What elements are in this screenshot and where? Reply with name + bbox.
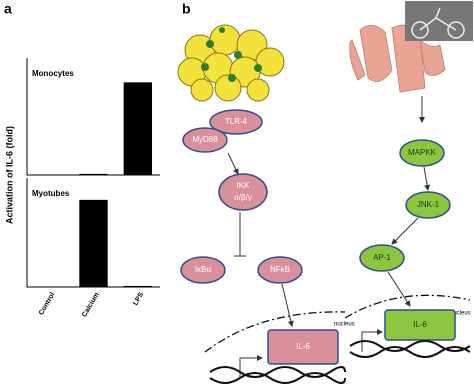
node-label: NFκB [270, 265, 290, 274]
gene-label: IL-6 [413, 320, 427, 329]
gene-box [384, 309, 456, 341]
cyclist [411, 7, 465, 39]
gene-label: IL-6 [296, 342, 310, 351]
chart-title: Monocytes [32, 69, 74, 78]
dna [349, 340, 471, 358]
node [359, 244, 405, 272]
promoter-arrow [361, 329, 383, 352]
node-label: MAPKK [408, 148, 437, 157]
x-tick-label: Control [38, 291, 57, 316]
gene-box [267, 329, 339, 365]
node-label: MyD88 [192, 135, 218, 144]
node-label: α/β/γ [234, 193, 252, 202]
arrow [227, 152, 239, 175]
node [209, 109, 263, 135]
bar [79, 173, 108, 175]
node-label: AP-1 [373, 253, 391, 262]
arrow [423, 166, 431, 191]
panel-label: b [182, 1, 191, 17]
bar [79, 199, 108, 287]
node-label: JNK-1 [417, 200, 440, 209]
node-label: IKK [237, 181, 251, 190]
node [399, 139, 445, 167]
bar [123, 285, 153, 287]
nuclear-membrane [344, 294, 471, 319]
nuclear-membrane [204, 311, 346, 353]
node-label: TLR-4 [225, 117, 248, 126]
chart-group: Monocytes Myotubes Control Calcium LPS [26, 58, 160, 319]
y-axis-label: Activation of IL-6 (fold) [4, 126, 14, 224]
cyclist-photo [405, 1, 473, 41]
arrow [387, 271, 411, 307]
chart-title: Myotubes [32, 189, 70, 198]
arrow [391, 217, 419, 245]
panel-label: a [4, 1, 12, 17]
muscle-illustration [349, 24, 446, 93]
x-tick-label: LPS [132, 291, 145, 307]
bar [123, 82, 153, 175]
node-label: IκBα [195, 265, 212, 274]
node [182, 127, 228, 153]
x-tick-label: Calcium [81, 291, 101, 318]
node [180, 256, 226, 284]
compartment-label: nucleus [334, 322, 355, 328]
inhibition [234, 212, 246, 257]
adipocytes [177, 24, 285, 102]
dna [209, 366, 346, 384]
node [218, 173, 268, 211]
node [257, 256, 303, 284]
compartment-label: nucleus [450, 311, 471, 317]
node [405, 191, 451, 219]
arrow [281, 283, 294, 327]
